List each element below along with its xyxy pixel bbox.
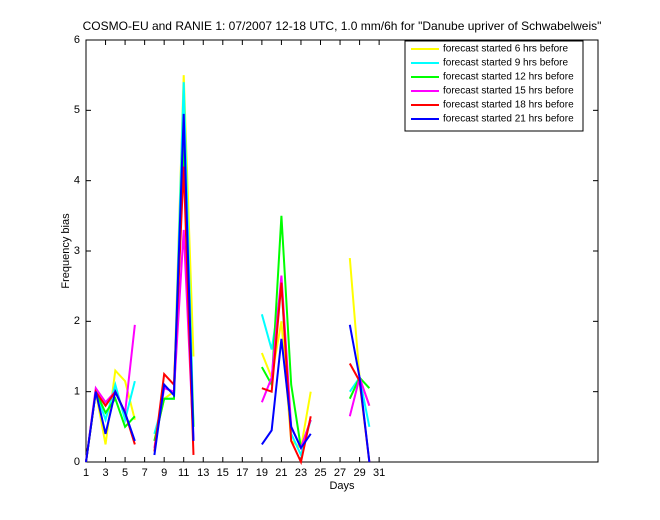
x-tick-label: 27 bbox=[334, 467, 346, 479]
legend-box bbox=[404, 40, 584, 132]
legend-label: forecast started 12 hrs before bbox=[443, 72, 574, 83]
x-axis-label: Days bbox=[329, 480, 355, 492]
y-tick-label: 5 bbox=[74, 104, 80, 116]
y-tick-label: 6 bbox=[74, 34, 80, 46]
legend-label: forecast started 6 hrs before bbox=[443, 44, 569, 55]
legend-label: forecast started 21 hrs before bbox=[443, 114, 574, 125]
chart-title: COSMO-EU and RANIE 1: 07/2007 12-18 UTC,… bbox=[83, 19, 602, 33]
x-tick-label: 15 bbox=[217, 467, 229, 479]
data-line bbox=[85, 145, 371, 463]
x-tick-label: 19 bbox=[256, 467, 268, 479]
y-tick-label: 4 bbox=[74, 175, 80, 187]
x-tick-label: 13 bbox=[197, 467, 209, 479]
legend-label: forecast started 9 hrs before bbox=[443, 58, 569, 69]
x-tick-label: 3 bbox=[102, 467, 108, 479]
y-tick-label: 1 bbox=[74, 386, 80, 398]
x-tick-label: 31 bbox=[373, 467, 385, 479]
y-tick-label: 0 bbox=[74, 456, 80, 468]
x-tick-label: 5 bbox=[122, 467, 128, 479]
y-tick-label: 3 bbox=[74, 245, 80, 257]
legend-label: forecast started 15 hrs before bbox=[443, 86, 574, 97]
x-tick-label: 17 bbox=[236, 467, 248, 479]
x-tick-label: 25 bbox=[314, 467, 326, 479]
x-tick-label: 7 bbox=[142, 467, 148, 479]
x-tick-label: 29 bbox=[353, 467, 365, 479]
x-tick-label: 23 bbox=[295, 467, 307, 479]
data-line bbox=[85, 113, 371, 463]
x-tick-label: 11 bbox=[178, 467, 189, 479]
legend-label: forecast started 18 hrs before bbox=[443, 100, 574, 111]
y-axis-label: Frequency bias bbox=[60, 213, 72, 289]
x-tick-label: 21 bbox=[275, 467, 287, 479]
x-tick-label: 9 bbox=[161, 467, 167, 479]
y-tick-label: 2 bbox=[74, 315, 80, 327]
x-tick-label: 1 bbox=[83, 467, 89, 479]
